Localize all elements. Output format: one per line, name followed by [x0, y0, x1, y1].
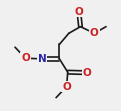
Text: O: O: [62, 82, 71, 92]
Text: O: O: [83, 68, 91, 78]
Text: O: O: [74, 7, 83, 17]
Text: N: N: [38, 54, 47, 64]
Text: O: O: [21, 53, 30, 63]
Text: O: O: [90, 28, 99, 38]
